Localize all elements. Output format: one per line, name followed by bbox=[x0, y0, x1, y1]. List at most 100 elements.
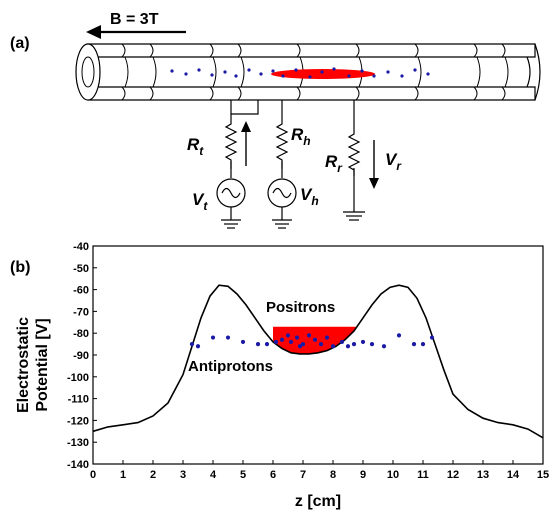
x-tick-label: 13 bbox=[477, 469, 489, 481]
x-tick-label: 6 bbox=[270, 469, 276, 481]
x-tick-label: 1 bbox=[120, 469, 126, 481]
antiproton-point bbox=[240, 339, 246, 345]
antiproton-dot bbox=[223, 70, 227, 74]
y-axis-label-line2: Potential [V] bbox=[34, 318, 51, 411]
antiproton-point bbox=[255, 342, 261, 347]
electrode-gap bbox=[237, 86, 242, 101]
x-tick-label: 0 bbox=[90, 469, 96, 481]
antiproton-dot bbox=[426, 72, 430, 76]
y-tick-label: -130 bbox=[67, 437, 89, 449]
electrode-gap bbox=[209, 43, 214, 58]
x-tick-label: 14 bbox=[507, 469, 520, 481]
antiproton-point bbox=[279, 337, 285, 342]
electrode-gap bbox=[121, 43, 126, 58]
antiproton-point bbox=[189, 342, 195, 347]
x-tick-label: 5 bbox=[240, 469, 246, 481]
antiproton-dot bbox=[360, 69, 364, 73]
electrode-gap bbox=[237, 43, 242, 58]
y-tick-label: -70 bbox=[73, 306, 89, 318]
electrode-rings bbox=[121, 43, 509, 101]
antiproton-dot bbox=[332, 67, 336, 71]
antiproton-point bbox=[210, 335, 216, 340]
x-tick-label: 8 bbox=[330, 469, 336, 481]
potential-curve bbox=[92, 284, 544, 439]
field-arrow bbox=[86, 25, 186, 39]
electrode-gap bbox=[209, 86, 214, 101]
antiproton-point bbox=[345, 344, 351, 349]
antiproton-point bbox=[324, 335, 330, 340]
x-tick-label: 11 bbox=[417, 469, 429, 481]
antiproton-dot bbox=[184, 72, 188, 76]
y-tick-label: -40 bbox=[73, 241, 89, 253]
antiproton-dot bbox=[281, 74, 285, 78]
antiproton-point bbox=[306, 333, 312, 338]
panel-a-label: (a) bbox=[10, 35, 30, 52]
antiproton-point bbox=[300, 342, 306, 347]
resistor-r-label: Rr bbox=[325, 152, 343, 175]
antiproton-point bbox=[411, 342, 417, 347]
antiproton-dot bbox=[259, 72, 263, 76]
positrons-label: Positrons bbox=[266, 299, 335, 316]
antiproton-point bbox=[195, 344, 201, 349]
y-tick-label: -100 bbox=[67, 372, 89, 384]
potential-plot: 0 1 2 3 4 5 6 7 8 9 10 11 12 13 14 15 -40-50-60-70-80-9… bbox=[67, 241, 549, 481]
panel-b: (b) 0 1 2 3 4 5 6 7 8 9 10 11 12 13 14 15 -40-50-60-70-… bbox=[10, 241, 549, 510]
y-tick-label: -140 bbox=[67, 459, 89, 471]
antiproton-point bbox=[264, 342, 270, 347]
antiproton-dot bbox=[413, 68, 417, 72]
x-tick-label: 7 bbox=[300, 469, 306, 481]
x-tick-label: 2 bbox=[150, 469, 156, 481]
antiproton-point bbox=[288, 339, 294, 345]
electrode-edge bbox=[417, 56, 422, 88]
x-axis-label: z [cm] bbox=[295, 493, 341, 510]
electrode-gap bbox=[149, 43, 154, 58]
electrode-gap bbox=[149, 86, 154, 101]
electrode-gap bbox=[121, 86, 126, 101]
antiproton-dot bbox=[308, 75, 312, 79]
y-tick-label: -50 bbox=[73, 263, 89, 275]
panel-a: (a) B = 3T bbox=[10, 11, 541, 229]
source-h-label: Vh bbox=[300, 185, 319, 208]
antiproton-dot bbox=[347, 74, 351, 78]
antiproton-point bbox=[360, 339, 366, 345]
antiproton-point bbox=[351, 342, 357, 347]
x-tick-label: 10 bbox=[387, 469, 399, 481]
x-tick-label: 15 bbox=[537, 469, 549, 481]
antiproton-dot bbox=[386, 70, 390, 74]
y-tick-label: -90 bbox=[73, 350, 89, 362]
electrode-edge bbox=[476, 56, 481, 88]
source-t-label: Vt bbox=[192, 190, 208, 213]
antiproton-point bbox=[318, 342, 324, 347]
antiproton-point bbox=[285, 333, 291, 338]
antiproton-dot bbox=[247, 68, 251, 72]
antiproton-point bbox=[420, 342, 426, 347]
antiproton-dot bbox=[271, 69, 275, 73]
antiproton-dot bbox=[372, 74, 376, 78]
antiproton-points bbox=[189, 333, 435, 349]
antiproton-dot bbox=[294, 68, 298, 72]
antiproton-point bbox=[225, 335, 231, 340]
positron-cloud bbox=[271, 69, 375, 79]
electrode-gap bbox=[414, 43, 419, 58]
circuit bbox=[216, 100, 379, 229]
y-tick-label: -60 bbox=[73, 285, 89, 297]
antiproton-dot bbox=[210, 73, 214, 77]
antiproton-point bbox=[297, 344, 303, 349]
electrode-gap bbox=[296, 43, 301, 58]
x-tick-label: 12 bbox=[447, 469, 459, 481]
antiproton-point bbox=[339, 339, 345, 345]
readout-label: Vr bbox=[385, 150, 402, 173]
field-label: B = 3T bbox=[110, 11, 159, 28]
antiproton-point bbox=[330, 344, 336, 349]
antiproton-point bbox=[429, 335, 435, 340]
panel-b-label: (b) bbox=[10, 259, 30, 276]
antiproton-dot bbox=[320, 70, 324, 74]
antiproton-cloud bbox=[170, 67, 430, 79]
antiproton-point bbox=[273, 339, 279, 345]
electrode-gap bbox=[473, 86, 478, 101]
y-tick-label: -110 bbox=[68, 394, 89, 406]
x-tick-label: 9 bbox=[360, 469, 366, 481]
resistor-r bbox=[347, 128, 361, 176]
resistor-h-label: Rh bbox=[291, 125, 311, 148]
electrode-gap bbox=[501, 43, 506, 58]
